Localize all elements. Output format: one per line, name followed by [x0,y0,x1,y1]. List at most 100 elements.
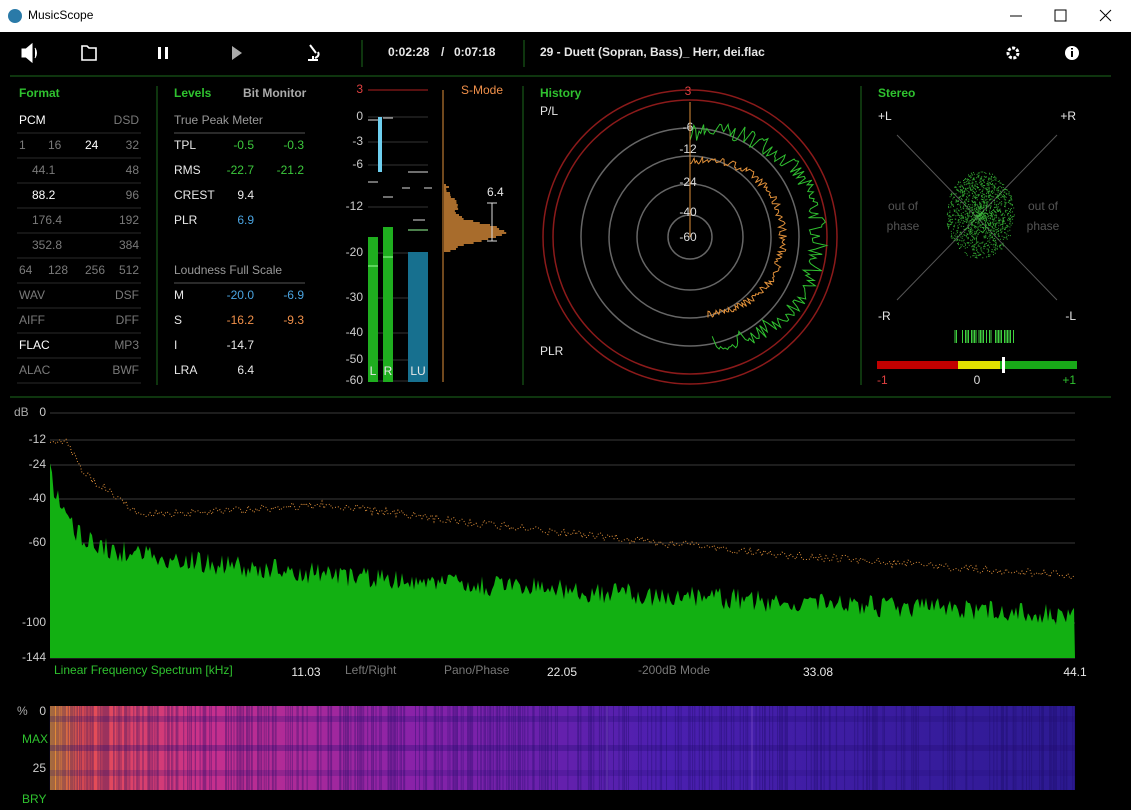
format-option[interactable]: 1 [19,138,26,152]
spectrogram-band [50,770,1075,776]
time-total: 0:07:18 [454,45,496,59]
format-option[interactable]: 176.4 [32,213,62,227]
format-option[interactable]: 24 [85,138,99,152]
format-title: Format [19,86,60,100]
format-option[interactable]: 48 [126,163,140,177]
analyze-button[interactable] [308,44,320,61]
stereo-scatter [946,171,1015,259]
level-label: CREST [174,188,215,202]
correlation-red [877,361,958,369]
spectrum-y-label: -40 [29,491,47,505]
format-option[interactable]: BWF [112,363,139,377]
spectrogram-label: 25 [33,761,47,775]
history-ring-label: -60 [679,230,697,244]
spectrogram-texture [49,706,1076,790]
correlation-green [1000,361,1077,369]
format-option[interactable]: 96 [126,188,140,202]
format-option[interactable]: 16 [48,138,62,152]
close-button[interactable] [1099,9,1112,22]
format-option[interactable]: MP3 [114,338,139,352]
history-ring-label: -24 [679,175,697,189]
format-option[interactable]: AIFF [19,313,45,327]
format-option[interactable]: 32 [126,138,140,152]
history-title: History [540,86,582,100]
format-option[interactable]: PCM [19,113,46,127]
lra-bracket [487,202,497,242]
level-value: -0.5 [233,138,254,152]
format-option[interactable]: 512 [119,263,139,277]
spectrogram-lines [606,706,753,790]
format-option[interactable]: ALAC [19,363,51,377]
spectrum-mode[interactable]: Left/Right [345,663,397,677]
spectrum-mode[interactable]: Pano/Phase [444,663,510,677]
meter-markers [368,117,432,221]
level-value: -14.7 [227,338,255,352]
level-value: -21.2 [277,163,305,177]
format-option[interactable]: 128 [48,263,68,277]
meter-channel: LU [410,364,425,378]
time-separator: / [441,45,445,59]
format-option[interactable]: FLAC [19,338,50,352]
app-icon [8,9,22,23]
format-option[interactable]: 44.1 [32,163,56,177]
meter-mode[interactable]: S-Mode [461,83,503,97]
spectrogram-palette[interactable]: BRY [22,792,46,806]
level-label: TPL [174,138,196,152]
meter-bar-l [368,237,378,382]
history-ring-label: -6 [683,120,694,134]
levels-tab[interactable]: Bit Monitor [243,86,307,100]
level-value: 6.9 [237,213,254,227]
meter-lra: 6.4 [487,185,504,199]
format-option[interactable]: WAV [19,288,45,302]
history-top-label: P/L [540,104,558,118]
volume-button[interactable] [21,42,37,64]
open-button[interactable] [81,45,97,61]
pause-button[interactable] [158,47,168,59]
meter-peak [378,117,382,172]
stereo-title: Stereo [878,86,915,100]
correlation-label: -1 [877,373,888,387]
history-ring [542,89,838,385]
title-bar [0,0,1131,32]
meter-channel: R [384,364,393,378]
loudness-title: Loudness Full Scale [174,263,282,277]
format-option[interactable]: 88.2 [32,188,56,202]
format-option[interactable]: 352.8 [32,238,62,252]
level-label: LRA [174,363,197,377]
level-label: RMS [174,163,201,177]
level-value: -0.3 [283,138,304,152]
history-plr [689,156,788,318]
level-value: 6.4 [237,363,254,377]
spectrum-y-label: -24 [29,457,47,471]
time-current: 0:02:28 [388,45,430,59]
stereo-corner: -L [1065,309,1076,323]
level-value: 9.4 [237,188,254,202]
spectrum-y-label: -100 [22,615,46,629]
level-value: -22.7 [227,163,255,177]
level-value: -16.2 [227,313,255,327]
settings-button[interactable] [1006,46,1020,60]
correlation-yellow [958,361,1000,369]
spectrum-mode[interactable]: -200dB Mode [638,663,710,677]
format-option[interactable]: DSF [115,288,139,302]
level-label: I [174,338,177,352]
spectrogram-band [50,745,1075,751]
spectrum-unit: dB [14,405,29,419]
spectrum-y-label: -12 [29,432,47,446]
format-option[interactable]: DSD [114,113,140,127]
stereo-note: out of [1028,199,1059,213]
stereo-corner: +R [1060,109,1076,123]
history-ring [552,99,828,375]
history-bottom-label: PLR [540,344,564,358]
format-option[interactable]: 64 [19,263,33,277]
format-option[interactable]: DFF [116,313,139,327]
maximize-button[interactable] [1054,9,1067,22]
play-button[interactable] [232,46,242,60]
levels-tab[interactable]: Levels [174,86,212,100]
level-label: S [174,313,182,327]
format-option[interactable]: 384 [119,238,139,252]
format-option[interactable]: 192 [119,213,139,227]
true-peak-title: True Peak Meter [174,113,263,127]
format-option[interactable]: 256 [85,263,105,277]
